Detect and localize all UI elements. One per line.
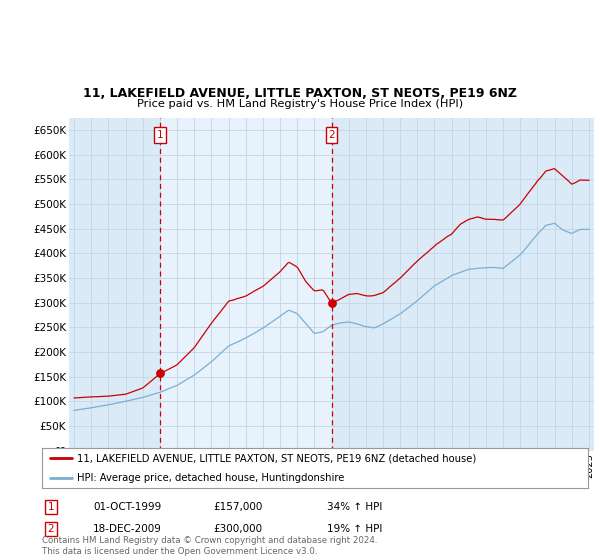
Text: Contains HM Land Registry data © Crown copyright and database right 2024.
This d: Contains HM Land Registry data © Crown c… bbox=[42, 536, 377, 556]
Text: 11, LAKEFIELD AVENUE, LITTLE PAXTON, ST NEOTS, PE19 6NZ (detached house): 11, LAKEFIELD AVENUE, LITTLE PAXTON, ST … bbox=[77, 453, 477, 463]
Point bbox=[326, 298, 336, 307]
Text: 18-DEC-2009: 18-DEC-2009 bbox=[93, 524, 162, 534]
Text: 2: 2 bbox=[328, 130, 335, 140]
Point bbox=[155, 369, 165, 378]
Bar bbox=[160, 118, 332, 451]
Text: 2: 2 bbox=[47, 524, 55, 534]
Text: 11, LAKEFIELD AVENUE, LITTLE PAXTON, ST NEOTS, PE19 6NZ: 11, LAKEFIELD AVENUE, LITTLE PAXTON, ST … bbox=[83, 87, 517, 100]
Text: 1: 1 bbox=[47, 502, 55, 512]
Text: £157,000: £157,000 bbox=[213, 502, 262, 512]
Text: HPI: Average price, detached house, Huntingdonshire: HPI: Average price, detached house, Hunt… bbox=[77, 473, 345, 483]
Text: Price paid vs. HM Land Registry's House Price Index (HPI): Price paid vs. HM Land Registry's House … bbox=[137, 99, 463, 109]
Text: 34% ↑ HPI: 34% ↑ HPI bbox=[327, 502, 382, 512]
Text: 19% ↑ HPI: 19% ↑ HPI bbox=[327, 524, 382, 534]
Text: £300,000: £300,000 bbox=[213, 524, 262, 534]
Text: 1: 1 bbox=[157, 130, 163, 140]
Text: 01-OCT-1999: 01-OCT-1999 bbox=[93, 502, 161, 512]
